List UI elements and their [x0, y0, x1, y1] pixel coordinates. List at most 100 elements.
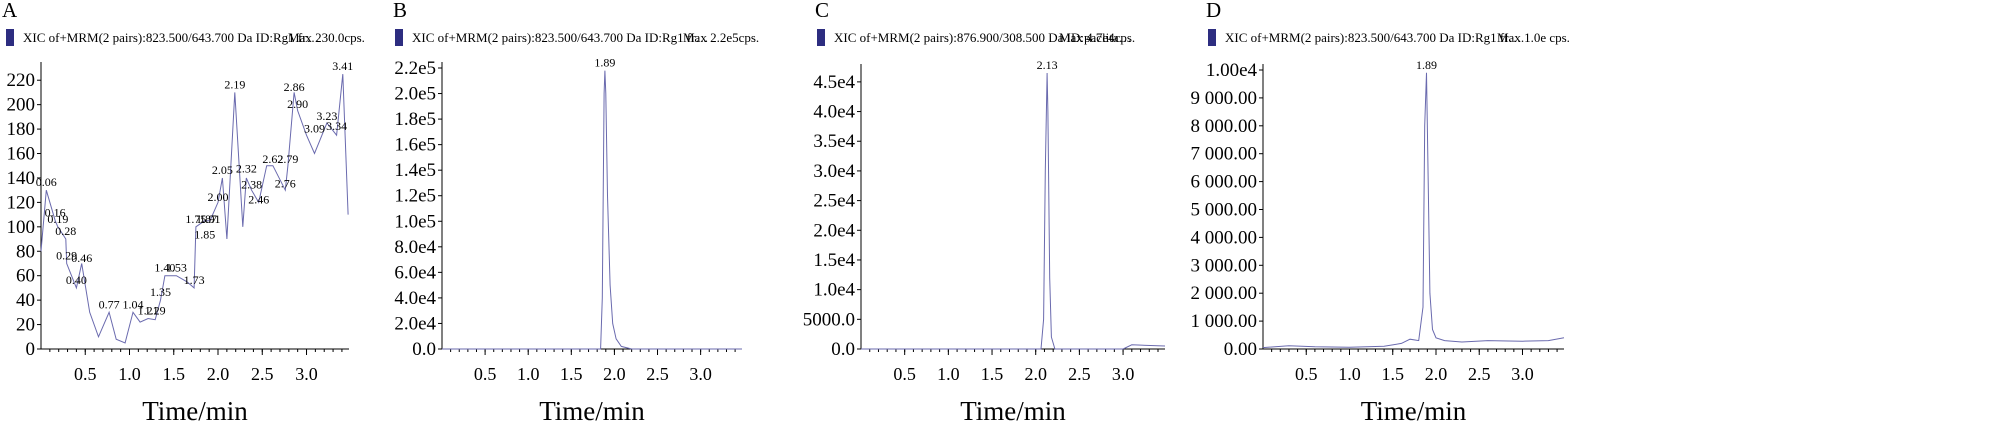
y-tick-label: 1.2e5	[394, 186, 436, 207]
peak-retention-label: 0.16	[45, 206, 66, 220]
chart-panel-c: C XIC of+MRM(2 pairs):876.900/308.500 Da …	[803, 0, 1166, 424]
y-tick-label: 140	[7, 168, 36, 189]
legend-swatch	[817, 29, 825, 46]
peak-retention-label: 1.40	[154, 261, 175, 275]
peak-retention-label: 2.13	[1037, 58, 1058, 72]
x-tick-label: 2.0	[1425, 364, 1448, 384]
y-tick-label: 1 000.00	[1191, 311, 1258, 332]
chromatogram-trace	[861, 72, 1166, 350]
x-tick-label: 1.0	[517, 364, 540, 384]
x-axis-label: Time/min	[1361, 396, 1467, 424]
y-tick-label: 6 000.00	[1191, 172, 1258, 193]
peak-retention-label: 1.04	[123, 297, 144, 311]
trace-header: XIC of+MRM(2 pairs):823.500/643.700 Da I…	[1225, 30, 1522, 45]
peak-retention-label: 2.46	[248, 192, 269, 206]
panel-letter: D	[1206, 0, 1221, 22]
peak-retention-label: 0.29	[56, 248, 77, 262]
legend-swatch	[1208, 29, 1216, 46]
peak-retention-label: 2.90	[287, 97, 308, 111]
peak-retention-label: 2.76	[275, 176, 296, 190]
peak-retention-label: 1.89	[594, 56, 615, 70]
panel-letter: A	[2, 0, 18, 22]
y-tick-label: 2.2e5	[394, 58, 436, 79]
chart-panel-a: A XIC of+MRM(2 pairs):823.500/643.700 Da …	[2, 0, 365, 424]
peak-retention-label: 0.77	[99, 297, 120, 311]
y-tick-label: 0.0	[831, 339, 855, 360]
x-tick-label: 0.5	[1295, 364, 1318, 384]
panel-letter: C	[815, 0, 829, 22]
peak-retention-label: 1.21	[138, 303, 159, 317]
y-tick-label: 0.00	[1224, 339, 1257, 360]
x-tick-label: 1.0	[937, 364, 960, 384]
peak-retention-label: 1.85	[194, 228, 215, 242]
y-tick-label: 4.0e4	[813, 102, 855, 123]
peak-retention-label: 2.38	[241, 178, 262, 192]
y-tick-label: 20	[16, 315, 35, 336]
max-intensity-label: Max 230.0cps.	[288, 30, 365, 45]
peak-retention-label: 3.41	[332, 59, 353, 73]
y-tick-label: 220	[7, 70, 36, 91]
peak-retention-label: 3.34	[326, 119, 347, 133]
x-tick-label: 3.0	[1112, 364, 1135, 384]
peak-retention-label: 2.32	[236, 162, 257, 176]
y-tick-label: 0.0	[412, 339, 436, 360]
peak-retention-label: 2.00	[208, 190, 229, 204]
peak-retention-label: 2.19	[224, 77, 245, 91]
y-tick-label: 200	[7, 95, 36, 116]
y-tick-label: 5000.0	[803, 309, 855, 330]
x-tick-label: 3.0	[689, 364, 712, 384]
trace-header: XIC of+MRM(2 pairs):823.500/643.700 Da I…	[23, 30, 320, 45]
peak-retention-label: 2.86	[284, 80, 305, 94]
y-tick-label: 6.0e4	[394, 262, 436, 283]
x-axis-label: Time/min	[539, 396, 645, 424]
peak-retention-label: 0.19	[47, 212, 68, 226]
y-tick-label: 1.6e5	[394, 135, 436, 156]
peak-retention-label: 0.46	[71, 251, 92, 265]
y-tick-label: 1.0e5	[394, 211, 436, 232]
y-tick-label: 2.5e4	[813, 191, 855, 212]
y-tick-label: 3.5e4	[813, 131, 855, 152]
panel-letter: B	[393, 0, 407, 22]
peak-retention-label: 1.35	[150, 285, 171, 299]
trace-header: XIC of+MRM(2 pairs):823.500/643.700 Da I…	[412, 30, 709, 45]
x-tick-label: 0.5	[74, 364, 97, 384]
chromatogram-trace	[40, 74, 349, 344]
y-tick-label: 2 000.00	[1191, 283, 1258, 304]
y-tick-label: 80	[16, 241, 35, 262]
max-intensity-label: Max 2.2e5cps.	[683, 30, 759, 45]
y-tick-label: 3.0e4	[813, 161, 855, 182]
peak-retention-label: 1.89	[1416, 58, 1437, 72]
x-tick-label: 3.0	[1511, 364, 1534, 384]
chromatogram-trace	[1262, 72, 1565, 349]
peak-retention-label: 1.73	[184, 273, 205, 287]
y-tick-label: 100	[7, 217, 36, 238]
chromatogram-trace	[442, 70, 742, 350]
y-tick-label: 9 000.00	[1191, 88, 1258, 109]
y-tick-label: 1.00e4	[1206, 60, 1258, 81]
legend-swatch	[6, 29, 14, 46]
y-tick-label: 120	[7, 192, 36, 213]
peak-retention-label: 0.40	[66, 273, 87, 287]
x-tick-label: 2.5	[646, 364, 669, 384]
y-tick-label: 160	[7, 144, 36, 165]
x-axis-label: Time/min	[142, 396, 248, 424]
y-tick-label: 40	[16, 290, 35, 311]
y-tick-label: 1.0e4	[813, 280, 855, 301]
y-tick-label: 4 000.00	[1191, 227, 1258, 248]
peak-retention-label: 1.91	[200, 212, 221, 226]
legend-swatch	[395, 29, 403, 46]
x-tick-label: 1.5	[163, 364, 186, 384]
max-intensity-label: Max 4.7e4cps.	[1059, 30, 1135, 45]
x-tick-label: 2.5	[1068, 364, 1091, 384]
peak-retention-label: 2.05	[212, 163, 233, 177]
y-tick-label: 8.0e4	[394, 237, 436, 258]
peak-retention-label: 2.62	[262, 152, 283, 166]
x-tick-label: 2.0	[1024, 364, 1047, 384]
y-tick-label: 2.0e4	[813, 220, 855, 241]
y-tick-label: 180	[7, 119, 36, 140]
peak-retention-label: 0.28	[55, 224, 76, 238]
y-tick-label: 1.8e5	[394, 109, 436, 130]
x-tick-label: 1.0	[118, 364, 141, 384]
y-tick-label: 4.5e4	[813, 72, 855, 93]
x-tick-label: 0.5	[893, 364, 916, 384]
